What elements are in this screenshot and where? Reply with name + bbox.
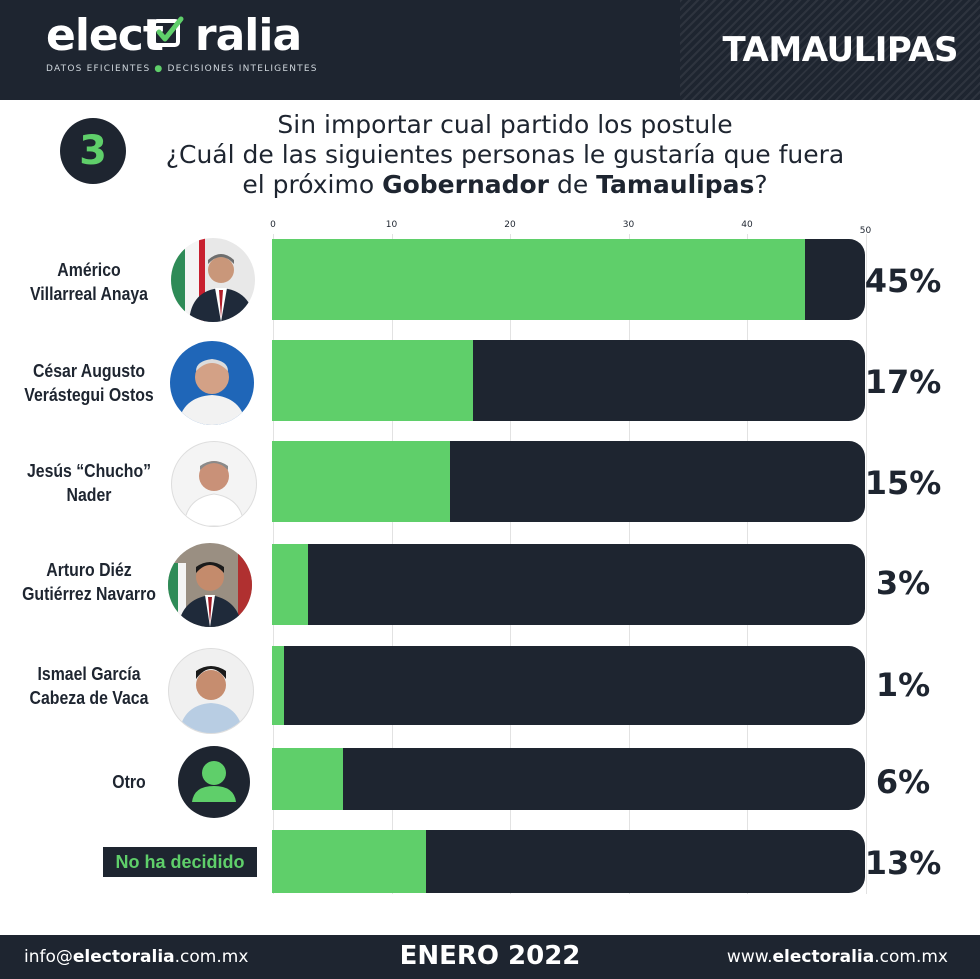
survey-date: ENERO 2022 [399, 941, 581, 971]
x-tick-label: 30 [622, 220, 635, 230]
value-label: 13% [864, 844, 942, 882]
value-label: 1% [875, 666, 931, 704]
bar-track [272, 441, 865, 522]
value-label: 15% [864, 464, 942, 502]
label-cesar: César Augusto Verástegui Ostos [24, 361, 154, 405]
bar-track [272, 340, 865, 421]
bar-track [272, 748, 865, 810]
electoralia-logo: elect ralia [46, 10, 302, 61]
tagline: DATOS EFICIENTES ● DECISIONES INTELIGENT… [46, 64, 318, 74]
value-label: 6% [875, 763, 931, 801]
footer: info@electoralia.com.mx ENERO 2022 www.e… [0, 935, 980, 979]
bar-track [272, 646, 865, 725]
bar [272, 441, 450, 522]
x-axis-ticks: 0 10 20 30 40 50 [270, 220, 873, 236]
bar [272, 748, 344, 810]
value-label: 3% [875, 564, 931, 602]
avatar-cesar [170, 341, 254, 425]
bar-track [272, 239, 865, 320]
avatar-americo [171, 238, 255, 322]
person-photo-icon [179, 666, 243, 733]
label-americo: Américo Villarreal Anaya [29, 260, 149, 304]
label-otro: Otro [112, 772, 146, 792]
bar [272, 830, 427, 893]
avatar-jesus [171, 441, 257, 527]
avatar-otro [178, 746, 250, 818]
x-tick-label: 10 [385, 220, 398, 230]
header-stripes [680, 0, 980, 100]
website-link[interactable]: www.electoralia.com.mx [726, 947, 948, 967]
avatar-arturo [168, 543, 252, 627]
bar [272, 340, 474, 421]
x-tick-label: 0 [270, 220, 276, 230]
x-tick-label: 40 [741, 220, 753, 230]
region-title: TAMAULIPAS [722, 30, 959, 70]
question-title: Sin importar cual partido los postule ¿C… [165, 110, 845, 199]
user-silhouette-icon [192, 761, 236, 802]
bar [272, 239, 806, 320]
bar [272, 646, 284, 725]
label-ismael: Ismael García Cabeza de Vaca [29, 664, 149, 708]
person-photo-icon [168, 553, 252, 627]
person-photo-icon [183, 461, 245, 526]
gridline [865, 234, 867, 894]
question-number-badge: 3 [60, 118, 126, 184]
avatar-ismael [168, 648, 254, 734]
value-label: 45% [864, 262, 942, 300]
x-tick-label: 20 [504, 220, 516, 230]
header-banner: elect ralia DATOS EFICIENTES ● DECISIONES… [0, 0, 980, 100]
value-label: 17% [864, 363, 942, 401]
person-photo-icon [171, 238, 255, 322]
bar [272, 544, 308, 625]
bar-track [272, 830, 865, 893]
person-photo-icon [178, 359, 246, 425]
checkmark-logo-icon [152, 16, 184, 47]
label-no-ha-decidido: No ha decidido [103, 847, 257, 877]
bar-track [272, 544, 865, 625]
x-tick-label: 50 [859, 226, 872, 236]
label-jesus: Jesús “Chucho” Nader [26, 461, 152, 505]
label-arturo: Arturo Diéz Gutiérrez Navarro [22, 560, 156, 604]
contact-email[interactable]: info@electoralia.com.mx [24, 947, 249, 967]
